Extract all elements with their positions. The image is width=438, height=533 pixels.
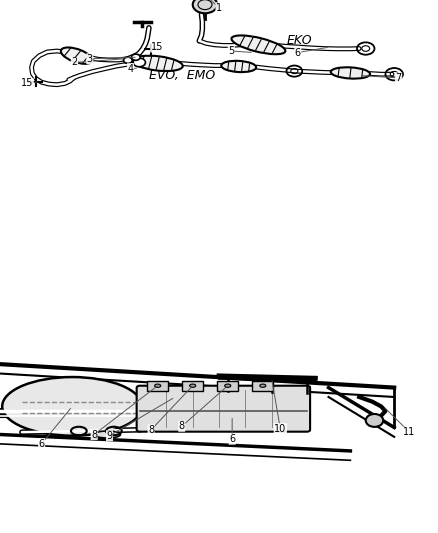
Ellipse shape (221, 61, 256, 72)
FancyBboxPatch shape (182, 381, 203, 391)
Text: 5: 5 (228, 46, 234, 56)
FancyBboxPatch shape (252, 381, 273, 391)
Circle shape (124, 57, 132, 63)
Text: EVO,  EMO: EVO, EMO (149, 69, 215, 82)
Text: 8: 8 (148, 425, 154, 435)
FancyBboxPatch shape (137, 386, 310, 432)
Text: 15: 15 (151, 42, 163, 52)
Text: 3: 3 (87, 54, 93, 64)
Text: 1: 1 (216, 3, 222, 13)
Text: 8: 8 (91, 430, 97, 440)
Ellipse shape (231, 35, 286, 54)
Ellipse shape (2, 377, 142, 435)
Circle shape (131, 54, 140, 60)
Text: 4: 4 (127, 63, 134, 74)
Text: 6: 6 (229, 434, 235, 444)
Ellipse shape (366, 414, 383, 427)
Ellipse shape (94, 431, 120, 438)
Text: 8: 8 (179, 421, 185, 431)
FancyBboxPatch shape (217, 381, 238, 391)
Circle shape (155, 384, 161, 387)
Text: 11: 11 (403, 427, 416, 437)
Circle shape (225, 384, 231, 387)
Text: 7: 7 (396, 73, 402, 83)
FancyBboxPatch shape (147, 381, 168, 391)
Text: 15: 15 (21, 78, 33, 88)
Ellipse shape (61, 47, 92, 64)
Ellipse shape (133, 56, 183, 71)
Ellipse shape (331, 67, 370, 79)
Text: 6: 6 (295, 47, 301, 58)
Circle shape (260, 384, 266, 387)
Text: 6: 6 (39, 439, 45, 449)
Circle shape (193, 0, 217, 13)
Text: 2: 2 (71, 58, 78, 68)
Text: 10: 10 (274, 424, 286, 434)
Circle shape (133, 58, 145, 67)
Text: 9: 9 (106, 431, 113, 441)
Text: EKO: EKO (287, 34, 313, 47)
Circle shape (190, 384, 196, 387)
